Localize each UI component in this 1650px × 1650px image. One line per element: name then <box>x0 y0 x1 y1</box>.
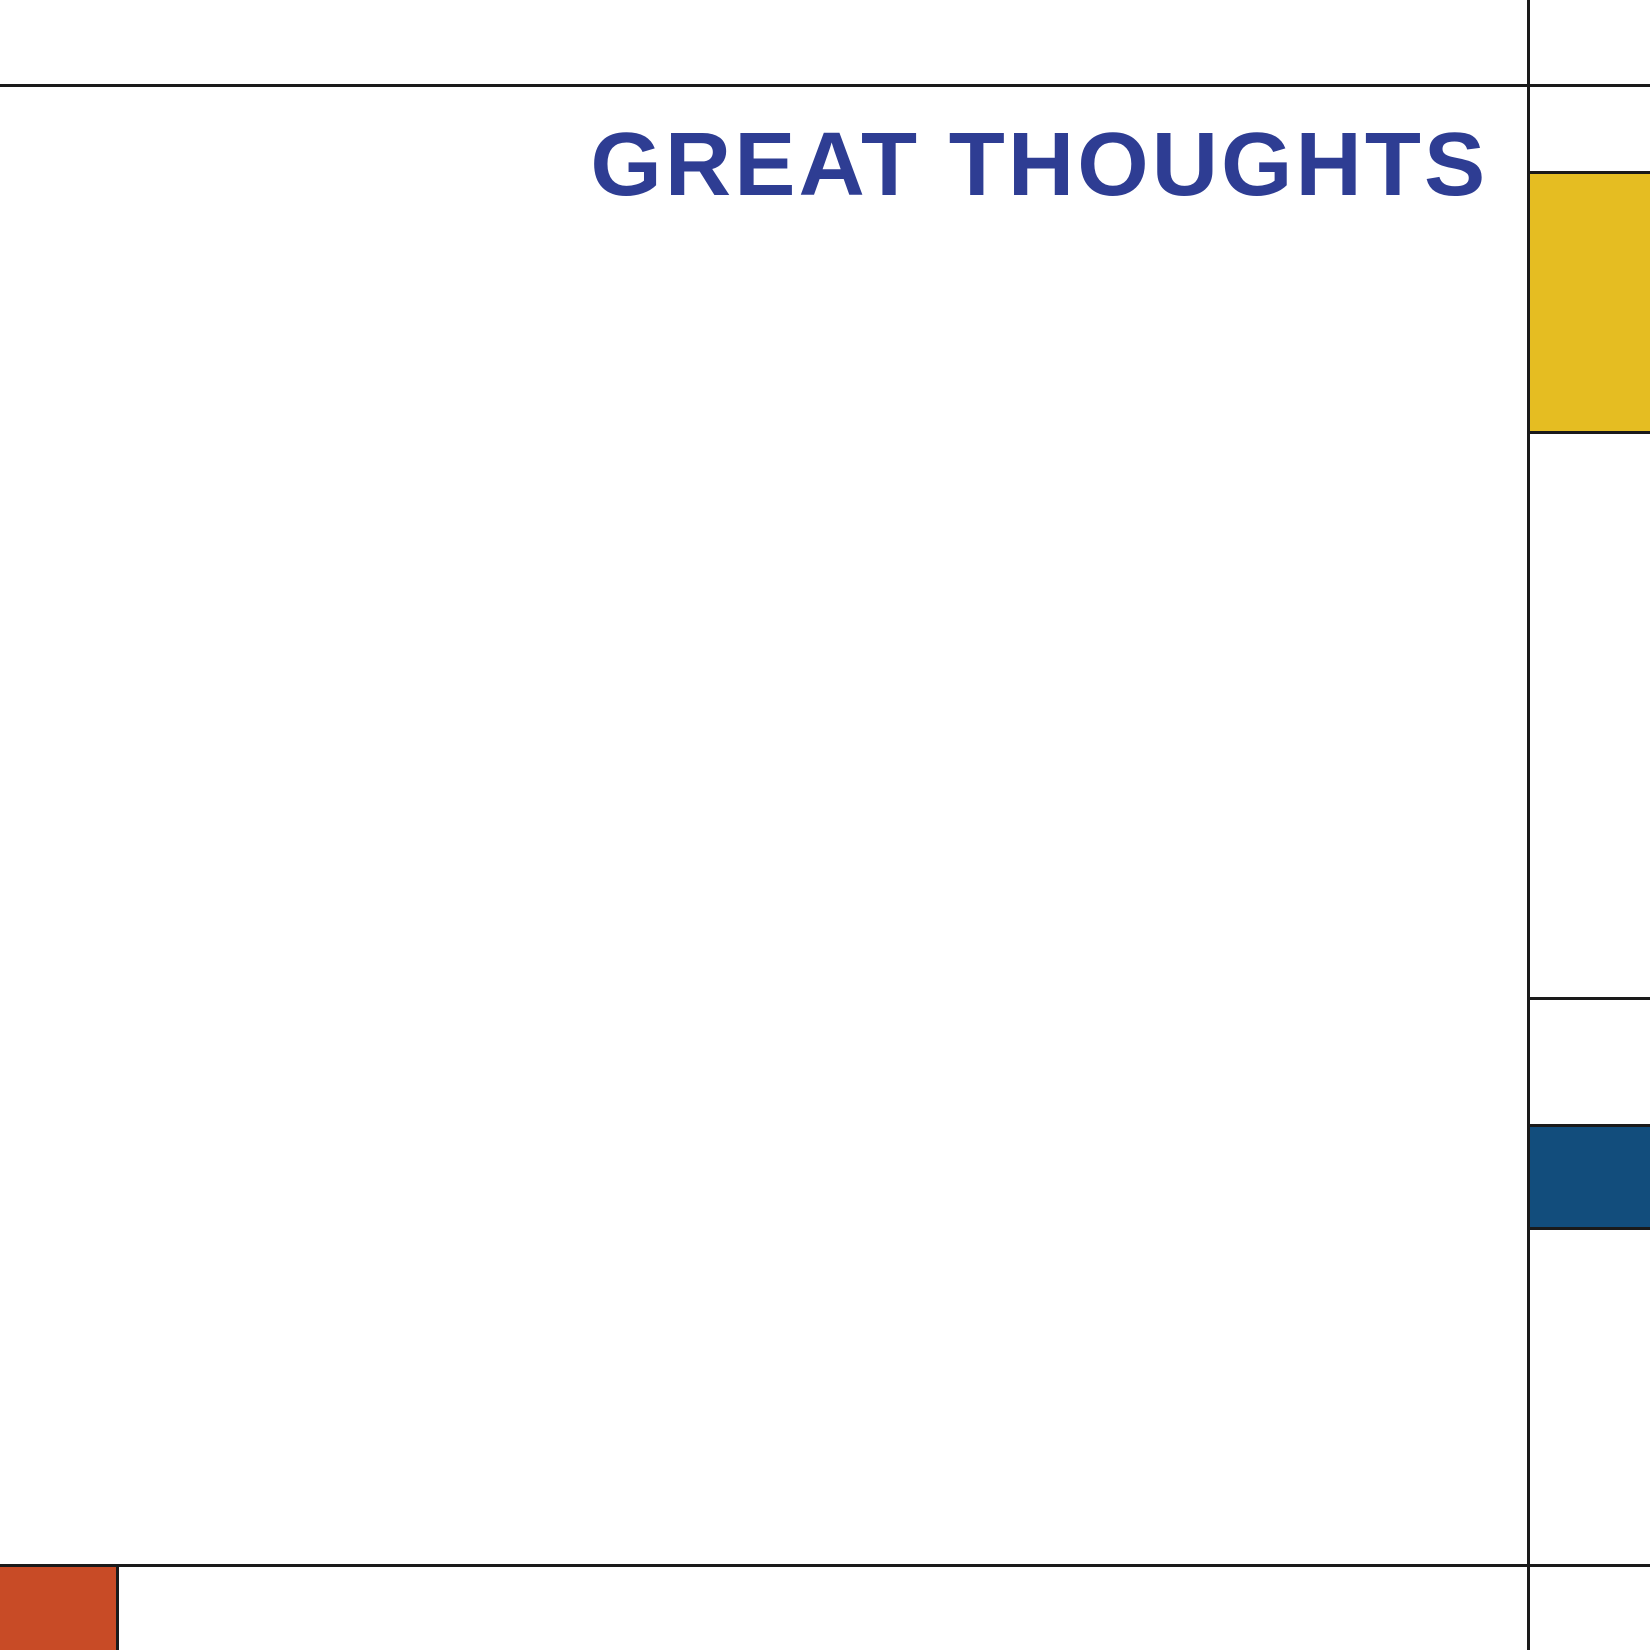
top-divider-line <box>0 84 1650 87</box>
blue-color-block <box>1530 1124 1650 1230</box>
bottom-left-vertical-line <box>116 1564 119 1650</box>
right-vertical-line <box>1527 0 1530 1650</box>
orange-color-block <box>0 1567 116 1650</box>
bottom-divider-line <box>0 1564 1650 1567</box>
page-title: GREAT THOUGHTS <box>590 115 1488 215</box>
yellow-color-block <box>1530 171 1650 434</box>
right-mid-divider-line <box>1530 997 1650 1000</box>
